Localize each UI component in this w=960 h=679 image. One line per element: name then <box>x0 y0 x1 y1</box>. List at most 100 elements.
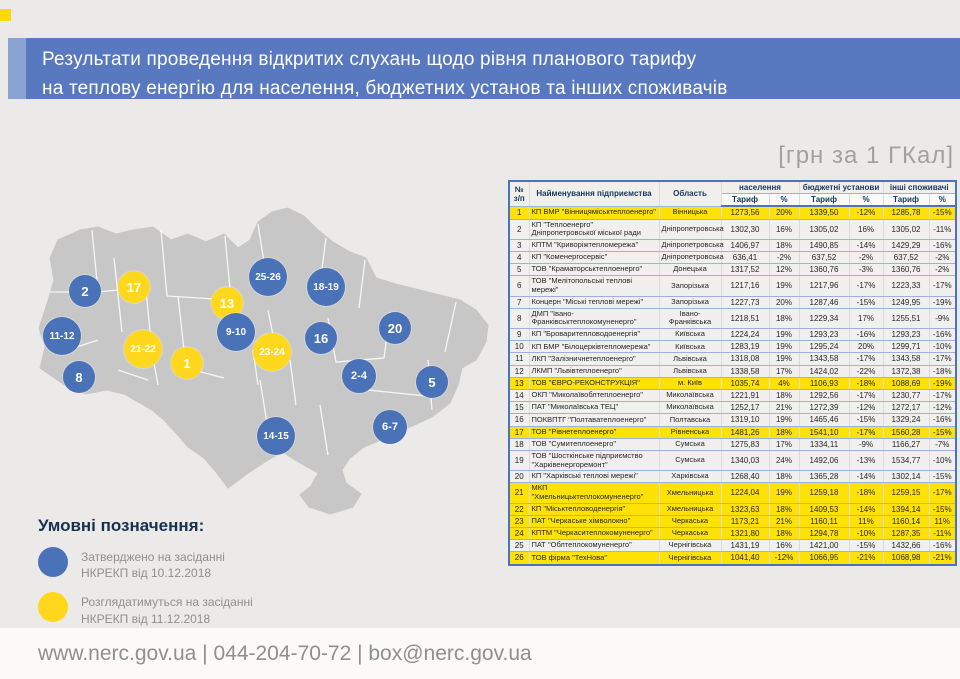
region-name: Івано-Франківська <box>659 308 722 330</box>
row-number: 17 <box>509 426 530 439</box>
map-marker-20: 20 <box>379 312 411 344</box>
table-row: 22 КП "Міськтепловоденергія" Хмельницька 13… <box>509 503 957 516</box>
banner-accent-strip <box>8 38 26 99</box>
table-row: 21 МКП "Хмельницьктеплокомуненерго" Хмельн… <box>509 482 957 504</box>
table-row: 12 ЛКМП "Львівтеплоенерго" Львівська 1338,5… <box>509 365 957 378</box>
pct-others: -15% <box>929 426 957 439</box>
pct-budget: -21% <box>849 551 884 566</box>
tariff-budget: 1424,02 <box>799 365 850 378</box>
table-row: 11 ЛКП "Залізничнетеплоенерго" Львівська 13… <box>509 352 957 366</box>
map-marker-6-7: 6-7 <box>373 410 407 444</box>
company-name: ПАТ "Облтеплокомуненерго" <box>529 539 660 553</box>
company-name: ПОКВПТГ "Полтаватеплоенерго" <box>529 413 660 427</box>
company-name: КП "Броваритепловодоенергія" <box>529 328 660 342</box>
pct-budget: -14% <box>849 470 884 484</box>
map-marker-11-12: 11-12 <box>43 317 81 355</box>
pct-others: -15% <box>929 470 957 484</box>
tariff-others: 1293,23 <box>883 328 930 342</box>
pct-budget: 11% <box>849 515 884 529</box>
company-name: КПТМ "Криворіжтепломережа" <box>529 239 660 253</box>
pct-budget: -14% <box>849 239 884 253</box>
pct-population: 18% <box>769 239 800 253</box>
pct-others: 11% <box>929 515 957 529</box>
pct-population: 19% <box>769 340 800 354</box>
region-name: Полтавська <box>659 413 722 427</box>
row-number: 15 <box>509 401 530 415</box>
pct-budget: -17% <box>849 389 884 403</box>
row-number: 20 <box>509 470 530 484</box>
tariff-budget: 1490,85 <box>799 239 850 253</box>
pct-others: -18% <box>929 365 957 378</box>
pct-population: -2% <box>769 251 800 265</box>
region-name: Донецька <box>659 263 722 277</box>
row-number: 19 <box>509 450 530 472</box>
row-number: 3 <box>509 239 530 253</box>
region-name: Вінницька <box>659 206 722 220</box>
col-header-tariff: Тариф <box>721 193 770 208</box>
pct-population: 19% <box>769 482 800 504</box>
pct-others: -19% <box>929 296 957 309</box>
tariff-budget: 637,52 <box>799 251 850 265</box>
tariff-population: 1252,17 <box>721 401 770 415</box>
tariff-budget: 1305,02 <box>799 219 850 240</box>
pct-budget: -18% <box>849 482 884 504</box>
col-header-region: Область <box>659 181 722 207</box>
company-name: ТОВ фірма "ТехНова" <box>529 551 660 566</box>
pct-budget: -13% <box>849 450 884 472</box>
tariff-budget: 1106,93 <box>799 377 850 391</box>
tariff-budget: 1066,95 <box>799 551 850 566</box>
table-row: 2 КП "Теплоенерго" Дніпропетровської місь… <box>509 219 957 240</box>
tariff-population: 1317,52 <box>721 263 770 277</box>
map-marker-21-22: 21-22 <box>124 330 162 368</box>
company-name: КП "Коменергосервіс" <box>529 251 660 265</box>
tariff-budget: 1272,39 <box>799 401 850 415</box>
tariff-others: 1166,27 <box>883 438 930 451</box>
tariff-budget: 1295,24 <box>799 340 850 354</box>
pct-budget: -15% <box>849 413 884 427</box>
pct-budget: -12% <box>849 206 884 220</box>
pct-population: 17% <box>769 365 800 378</box>
legend-item-pending: Розглядатимуться на засіданні НКРЕКП від… <box>38 592 308 626</box>
tariff-others: 1299,71 <box>883 340 930 354</box>
tariff-others: 1255,51 <box>883 308 930 330</box>
pct-others: -2% <box>929 263 957 277</box>
region-name: Сумська <box>659 450 722 472</box>
tariff-population: 1268,40 <box>721 470 770 484</box>
tariff-others: 1329,24 <box>883 413 930 427</box>
region-name: Миколаївська <box>659 401 722 415</box>
region-name: Дніпропетровська <box>659 219 724 240</box>
tariff-population: 1283,19 <box>721 340 770 354</box>
row-number: 6 <box>509 275 530 297</box>
pct-others: -16% <box>929 239 957 253</box>
pct-population: 21% <box>769 515 800 529</box>
pct-population: 18% <box>769 426 800 439</box>
pct-others: -12% <box>929 401 957 415</box>
legend: Умовні позначення: Затверджено на засіда… <box>38 516 308 638</box>
tariff-population: 1321,80 <box>721 527 770 541</box>
map-marker-2: 2 <box>69 275 101 307</box>
table-row: 19 ТОВ "Шосткінське підприємство "Харківе… <box>509 450 957 472</box>
table-row: 4 КП "Коменергосервіс" Дніпропетровська 636… <box>509 251 957 265</box>
row-number: 12 <box>509 365 530 378</box>
company-name: КП "Харківські теплові мережі" <box>529 470 660 484</box>
tariff-population: 1218,51 <box>721 308 770 330</box>
tariff-others: 1560,28 <box>883 426 930 439</box>
tariff-others: 1305,02 <box>883 219 930 240</box>
tariff-others: 1230,77 <box>883 389 930 403</box>
tariff-budget: 1465,46 <box>799 413 850 427</box>
table-row: 7 Концерн "Міські теплові мережі" Запорізь… <box>509 296 957 309</box>
row-number: 4 <box>509 251 530 265</box>
map-marker-5: 5 <box>416 366 448 398</box>
pct-population: 18% <box>769 527 800 541</box>
table-row: 14 ОКП "Миколаївоблтеплоенерго" Миколаївсь… <box>509 389 957 403</box>
row-number: 14 <box>509 389 530 403</box>
map-marker-14-15: 14-15 <box>257 417 295 455</box>
pct-budget: -10% <box>849 527 884 541</box>
table-row: 16 ПОКВПТГ "Полтаватеплоенерго" Полтавська… <box>509 413 957 427</box>
table-row: 3 КПТМ "Криворіжтепломережа" Дніпропетровс… <box>509 239 957 253</box>
pct-budget: -17% <box>849 275 884 297</box>
footer-contacts: www.nerc.gov.ua | 044-204-70-72 | box@ne… <box>38 642 532 665</box>
company-name: ЛКМП "Львівтеплоенерго" <box>529 365 660 378</box>
pct-budget: -2% <box>849 251 884 265</box>
tariff-others: 637,52 <box>883 251 930 265</box>
